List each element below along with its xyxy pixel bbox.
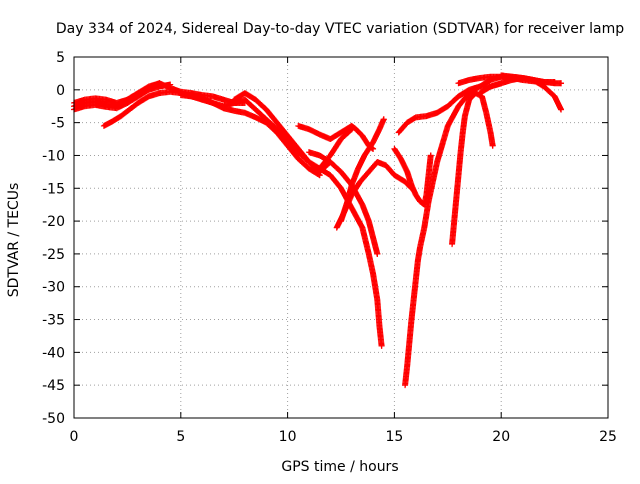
data-point xyxy=(558,80,565,87)
x-axis-label: GPS time / hours xyxy=(281,459,398,475)
data-point xyxy=(167,81,174,88)
y-tick-label: -15 xyxy=(42,181,65,197)
y-tick-label: -45 xyxy=(42,378,65,394)
y-tick-label: -50 xyxy=(42,411,65,427)
y-tick-label: -40 xyxy=(42,345,65,361)
x-tick-label: 15 xyxy=(385,429,403,445)
data-point xyxy=(378,342,385,349)
data-point xyxy=(374,250,381,257)
x-tick-label: 0 xyxy=(70,429,79,445)
y-tick-label: -20 xyxy=(42,214,65,230)
series-arc-s xyxy=(498,72,565,87)
series-arc-l xyxy=(338,116,387,225)
x-tick-label: 5 xyxy=(176,429,185,445)
y-axis-label: SDTVAR / TECUs xyxy=(6,183,22,298)
y-tick-label: -35 xyxy=(42,313,65,329)
data-point xyxy=(427,152,434,159)
y-tick-label: -30 xyxy=(42,280,65,296)
data-points xyxy=(71,72,565,389)
series-arc-c xyxy=(71,80,163,110)
x-tick-label: 25 xyxy=(599,429,617,445)
y-tick-label: -5 xyxy=(51,116,65,132)
data-point xyxy=(558,106,565,113)
y-tick-label: 5 xyxy=(56,50,65,66)
series-arc-d xyxy=(100,88,206,129)
chart-title: Day 334 of 2024, Sidereal Day-to-day VTE… xyxy=(56,21,624,37)
x-tick-label: 10 xyxy=(279,429,297,445)
y-tick-label: 0 xyxy=(56,83,65,99)
data-point xyxy=(156,80,163,87)
data-point xyxy=(380,116,387,123)
y-tick-label: -25 xyxy=(42,247,65,263)
x-tick-label: 20 xyxy=(492,429,510,445)
series-arc-i xyxy=(316,165,385,349)
series-arc-p xyxy=(449,90,496,248)
axis-ticks: 0 5 10 15 20 25 5 0 -5 -10 -15 -20 -25 -30 -35 -40 -45 -5… xyxy=(42,50,617,445)
plot-frame xyxy=(73,56,609,419)
data-point xyxy=(489,142,496,149)
y-tick-label: -10 xyxy=(42,148,65,164)
